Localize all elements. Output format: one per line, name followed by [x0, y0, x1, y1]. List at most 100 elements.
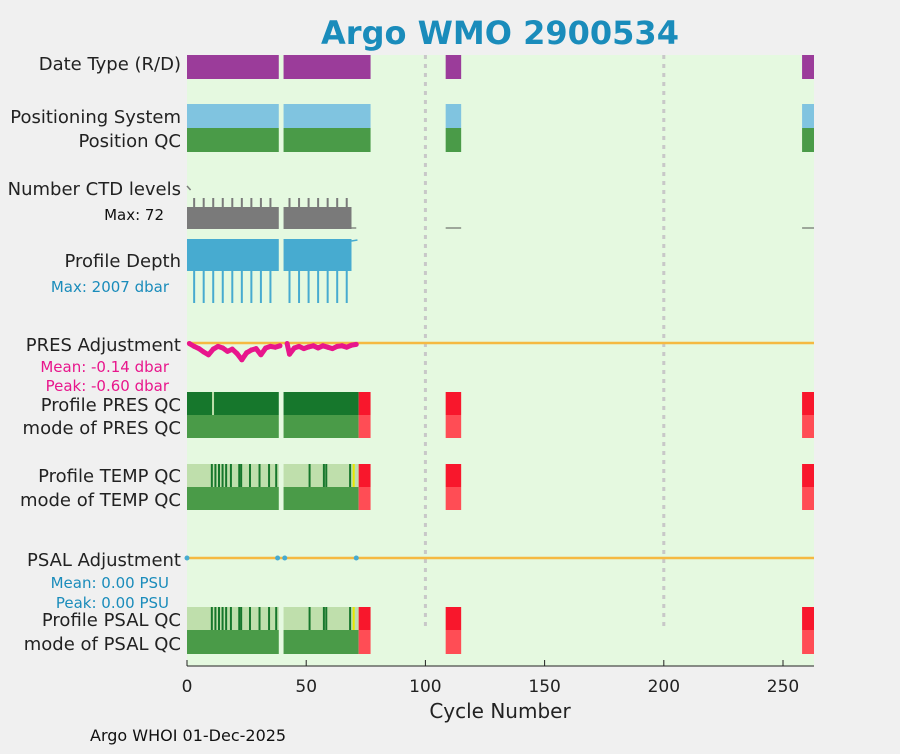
row-profile-psal-qc-extra-1 — [445, 607, 462, 630]
row-mode-temp-qc-extra-2 — [802, 487, 814, 510]
row-date-type-segment-1 — [283, 55, 371, 79]
row-pres-adjustment-point-9 — [229, 346, 235, 352]
row-pres-adjustment-point-34 — [348, 342, 354, 348]
footer-credit: Argo WHOI 01-Dec-2025 — [90, 726, 286, 745]
row-position-qc-segment-3 — [802, 128, 814, 152]
row-pres-adjustment-point-10 — [234, 351, 240, 357]
row-pres-adjustment-point-22 — [291, 345, 297, 351]
row-psal-adjustment-point-3 — [353, 555, 359, 561]
row-psal-adjustment-point-0 — [184, 555, 190, 561]
row-profile-temp-qc — [187, 464, 814, 487]
row-profile-psal-qc-mark-0 — [210, 607, 213, 630]
x-axis-ticks: 0 50 100 150 200 250 — [182, 660, 799, 697]
row-mode-pres-qc-segment-0 — [187, 415, 279, 438]
row-ctd-levels-segment-0 — [187, 207, 279, 229]
row-pres-adjustment-point-30 — [329, 346, 335, 352]
status-rows — [184, 55, 814, 654]
x-tick-label-250: 250 — [767, 677, 799, 697]
row-date-type-segment-3 — [802, 55, 814, 79]
row-profile-temp-qc-mark-15 — [349, 464, 352, 487]
label-date-type: Date Type (R/D) — [39, 54, 181, 75]
row-ctd-levels — [186, 185, 814, 229]
row-mode-psal-qc-segment-0 — [187, 630, 279, 654]
row-profile-psal-qc-mark-8 — [248, 607, 251, 630]
row-positioning-system-segment-3 — [802, 104, 814, 128]
row-profile-pres-qc-extra-0 — [358, 392, 371, 415]
row-profile-depth-tail — [351, 239, 358, 242]
row-position-qc-segment-2 — [445, 128, 462, 152]
row-position-qc-segment-0 — [187, 128, 279, 152]
row-profile-pres-qc-segment-1 — [283, 392, 359, 415]
x-tick-label-150: 150 — [528, 677, 560, 697]
row-pres-adjustment-point-32 — [339, 343, 345, 349]
row-profile-psal-qc-mark-4 — [225, 607, 228, 630]
row-position-qc-segment-1 — [283, 128, 371, 152]
row-positioning-system-segment-2 — [445, 104, 462, 128]
row-profile-temp-qc-mark-10 — [268, 464, 271, 487]
row-pres-adjustment-point-13 — [248, 347, 254, 353]
label-psal-adjustment: PSAL Adjustment — [27, 550, 181, 571]
row-psal-adjustment-point-1 — [275, 555, 281, 561]
row-profile-temp-qc-mark-8 — [248, 464, 251, 487]
row-pres-adjustment-point-14 — [253, 346, 259, 352]
row-profile-depth-segment-0 — [187, 239, 279, 271]
row-profile-temp-qc-segment-0 — [187, 464, 279, 487]
label-mode-temp-qc: mode of TEMP QC — [20, 490, 181, 511]
row-pres-adjustment-point-31 — [334, 343, 340, 349]
row-profile-temp-qc-extra-1 — [445, 464, 462, 487]
row-pres-adjustment-point-29 — [325, 344, 331, 350]
row-mode-temp-qc-extra-0 — [358, 487, 371, 510]
psal-peak-annotation: Peak: 0.00 PSU — [56, 594, 169, 612]
row-pres-adjustment-point-16 — [263, 345, 269, 351]
row-profile-psal-qc-mark-6 — [238, 607, 241, 630]
row-mode-psal-qc-extra-1 — [445, 630, 462, 654]
row-mode-pres-qc-extra-0 — [358, 415, 371, 438]
row-mode-pres-qc-extra-1 — [445, 415, 462, 438]
row-pres-adjustment-point-15 — [258, 352, 264, 358]
row-pres-adjustment-point-21 — [287, 351, 293, 357]
row-pres-adjustment-point-0 — [186, 341, 192, 347]
row-profile-psal-qc-mark-12 — [308, 607, 311, 630]
row-mode-temp-qc-extra-1 — [445, 487, 462, 510]
label-mode-pres-qc: mode of PRES QC — [23, 418, 181, 439]
label-profile-depth: Profile Depth — [64, 251, 181, 272]
row-profile-psal-qc-mark-15 — [349, 607, 352, 630]
label-positioning-system: Positioning System — [10, 107, 181, 128]
row-psal-adjustment — [184, 555, 814, 561]
row-profile-temp-qc-mark-0 — [210, 464, 213, 487]
row-profile-psal-qc-mark-13 — [322, 607, 325, 630]
row-pres-adjustment-point-35 — [353, 341, 359, 347]
row-profile-temp-qc-mark-14 — [325, 464, 328, 487]
row-pres-adjustment-point-26 — [310, 343, 316, 349]
pres-peak-annotation: Peak: -0.60 dbar — [46, 377, 170, 395]
row-profile-depth — [187, 239, 358, 303]
row-pres-adjustment-point-5 — [210, 346, 216, 352]
row-profile-psal-qc-mark-7 — [240, 607, 243, 630]
row-pres-adjustment-point-18 — [272, 344, 278, 350]
row-date-type-segment-2 — [445, 55, 462, 79]
row-psal-adjustment-point-2 — [282, 555, 288, 561]
row-mode-pres-qc — [187, 415, 814, 438]
row-profile-temp-qc-mark-13 — [322, 464, 325, 487]
row-pres-adjustment-point-17 — [267, 343, 273, 349]
row-profile-psal-qc-mark-9 — [258, 607, 261, 630]
row-positioning-system-segment-1 — [283, 104, 371, 128]
row-mode-temp-qc — [187, 487, 814, 510]
row-profile-psal-qc-segment-1 — [283, 607, 359, 630]
row-profile-psal-qc-segment-0 — [187, 607, 279, 630]
row-mode-temp-qc-segment-1 — [283, 487, 359, 510]
chart-title: Argo WMO 2900534 — [321, 14, 679, 52]
row-ctd-levels-segment-1 — [283, 207, 352, 229]
row-profile-psal-qc-mark-11 — [275, 607, 278, 630]
row-pres-adjustment-point-12 — [244, 350, 250, 356]
plot-area — [187, 55, 814, 666]
row-profile-pres-qc-extra-1 — [445, 392, 462, 415]
row-profile-psal-qc-mark-3 — [221, 607, 224, 630]
row-ctd-levels-corner — [186, 185, 192, 191]
row-pres-adjustment-point-25 — [306, 344, 312, 350]
row-pres-adjustment-point-24 — [301, 346, 307, 352]
x-axis-label: Cycle Number — [429, 699, 571, 723]
row-pres-adjustment-point-1 — [191, 343, 197, 349]
